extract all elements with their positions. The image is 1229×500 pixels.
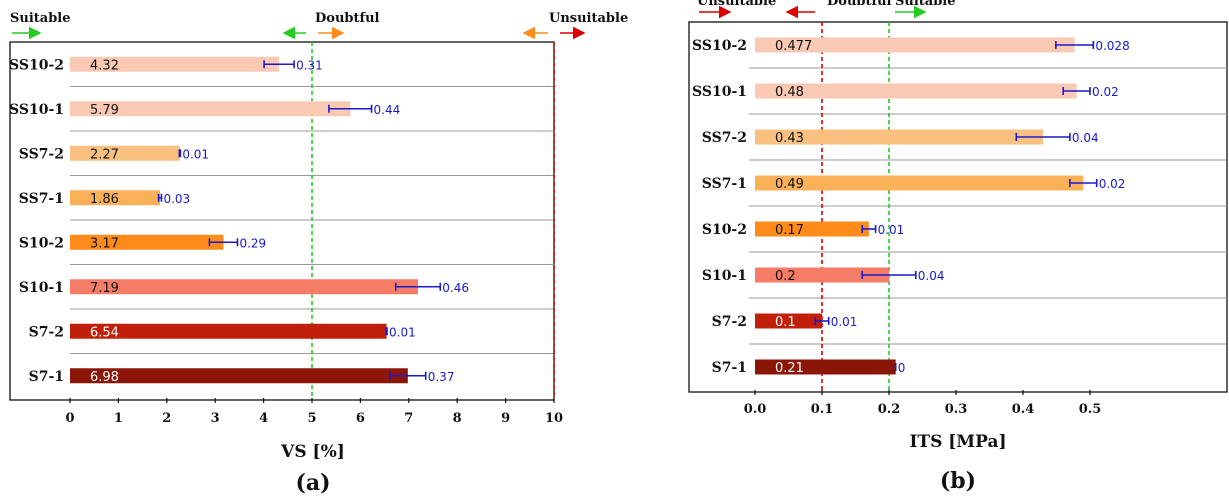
panel-b-x-tick-label: 0.4 — [1012, 402, 1035, 417]
panel-b-category-label: SS7-1 — [702, 176, 747, 192]
panel-b-value-label: 0.2 — [775, 269, 796, 284]
panel-b-bar — [755, 129, 1044, 145]
panel-b-bar — [755, 37, 1075, 53]
panel-a-error-label: 0.01 — [389, 325, 416, 339]
panel-b-bar — [755, 83, 1077, 99]
panel-a-x-tick-label: 9 — [501, 411, 510, 426]
panel-a-x-tick-label: 4 — [259, 411, 268, 426]
panel-b-x-tick-label: 0.2 — [878, 402, 901, 417]
panel-a-label: (a) — [295, 470, 330, 496]
panel-a-error-label: 0.37 — [428, 370, 455, 384]
panel-b-value-label: 0.43 — [775, 131, 804, 146]
panel-b-its-chart: 0.477 0.48 0.43 0.49 0.17 0.2 0.1 0.21 0.028 0.0… — [688, 0, 1228, 494]
panel-b-category-label: SS10-2 — [692, 38, 747, 54]
panel-a-error-label: 0.46 — [442, 281, 469, 295]
panel-b-error-label: 0.04 — [1072, 131, 1099, 145]
panel-b-label: (b) — [940, 468, 976, 494]
panel-b-value-label: 0.17 — [775, 223, 804, 238]
panel-b-value-label: 0.477 — [775, 39, 812, 54]
panel-b-error-label: 0.01 — [831, 315, 858, 329]
panel-a-x-tick-label: 6 — [356, 411, 365, 426]
panel-b-error-label: 0.01 — [878, 223, 905, 237]
panel-b-bar — [755, 221, 869, 237]
panel-a-category-label: SS7-1 — [19, 191, 64, 207]
panel-a-category-label: S7-1 — [29, 369, 64, 385]
panel-a-x-tick-label: 7 — [404, 411, 413, 426]
panel-a-error-label: 0.03 — [163, 192, 190, 206]
panel-a-zone-unsuitable: Unsuitable — [549, 11, 628, 26]
panel-a-value-label: 5.79 — [90, 103, 119, 118]
panel-b-value-label: 0.49 — [775, 177, 804, 192]
panel-a-bar — [70, 234, 224, 250]
panel-a-bar — [70, 190, 161, 206]
panel-a-bar — [70, 101, 351, 117]
panel-b-x-tick-label: 0.5 — [1079, 402, 1102, 417]
panel-a-category-label: S10-1 — [19, 280, 64, 296]
panel-b-error-label: 0 — [898, 361, 906, 375]
panel-b-bar — [755, 359, 896, 375]
panel-b-bar — [755, 175, 1084, 191]
panel-a-plot-frame — [9, 41, 555, 401]
panel-a-bar — [70, 145, 180, 161]
panel-b-category-label: S10-2 — [702, 222, 747, 238]
panel-b-bar — [755, 313, 822, 329]
panel-a-value-label: 1.86 — [90, 192, 119, 207]
panel-b-plot-frame — [688, 21, 1228, 393]
panel-a-error-label: 0.01 — [182, 147, 209, 161]
panel-a-value-label: 6.54 — [90, 325, 119, 340]
panel-b-zone-unsuitable: Unsuitable — [697, 0, 776, 9]
panel-b-category-label: S10-1 — [702, 268, 747, 284]
panel-b-value-label: 0.21 — [775, 361, 804, 376]
panel-b-error-label: 0.04 — [918, 269, 945, 283]
panel-b-x-tick-label: 0.1 — [811, 402, 834, 417]
panel-a-x-axis-title: VS [%] — [280, 442, 345, 462]
panel-a-value-label: 7.19 — [90, 281, 119, 296]
panel-a-category-label: S7-2 — [29, 324, 64, 340]
panel-a-value-label: 6.98 — [90, 370, 119, 385]
panel-a-bar — [70, 279, 418, 295]
panel-b-category-label: SS7-2 — [702, 130, 747, 146]
panel-a-x-tick-label: 8 — [453, 411, 462, 426]
panel-a-bar — [70, 368, 408, 384]
panel-b-category-label: SS10-1 — [692, 84, 747, 100]
panel-a-x-tick-label: 0 — [65, 411, 74, 426]
panel-a-x-tick-label: 5 — [307, 411, 316, 426]
panel-a-zone-doubtful: Doubtful — [315, 11, 380, 26]
panel-b-category-label: S7-2 — [712, 314, 747, 330]
panel-b-zone-suitable: Suitable — [895, 0, 956, 9]
panel-b-category-label: S7-1 — [712, 360, 747, 376]
panel-a-x-tick-label: 2 — [162, 411, 171, 426]
panel-b-x-axis-title: ITS [MPa] — [909, 432, 1006, 452]
panel-a-category-label: SS10-1 — [9, 102, 64, 118]
panel-b-value-label: 0.48 — [775, 85, 804, 100]
panel-b-zone-doubtful: Doubtful — [827, 0, 892, 9]
panel-a-category-label: SS7-2 — [19, 146, 64, 162]
panel-a-x-tick-label: 10 — [545, 411, 563, 426]
panel-a-vs-chart: 4.32 5.79 2.27 1.86 3.17 7.19 6.54 6.98 0.31 0.4… — [9, 11, 628, 496]
panel-a-bar — [70, 56, 280, 72]
panel-a-value-label: 2.27 — [90, 147, 119, 162]
panel-b-bar — [755, 267, 889, 283]
panel-b-x-tick-label: 0.3 — [945, 402, 968, 417]
panel-b-error-label: 0.028 — [1095, 39, 1129, 53]
panel-b-error-label: 0.02 — [1099, 177, 1126, 191]
panel-b-error-label: 0.02 — [1092, 85, 1119, 99]
panel-a-value-label: 3.17 — [90, 236, 119, 251]
panel-a-x-tick-label: 3 — [211, 411, 220, 426]
panel-a-category-label: SS10-2 — [9, 57, 64, 73]
panel-b-value-label: 0.1 — [775, 315, 796, 330]
panel-a-error-label: 0.44 — [374, 103, 401, 117]
panel-a-zone-suitable: Suitable — [10, 11, 71, 26]
panel-a-error-label: 0.31 — [296, 58, 323, 72]
panel-a-value-label: 4.32 — [90, 58, 119, 73]
panel-a-bar — [70, 323, 387, 339]
panel-a-x-tick-label: 1 — [114, 411, 123, 426]
panel-a-category-label: S10-2 — [19, 235, 64, 251]
panel-a-error-label: 0.29 — [239, 236, 266, 250]
panel-b-x-tick-label: 0.0 — [744, 402, 767, 417]
